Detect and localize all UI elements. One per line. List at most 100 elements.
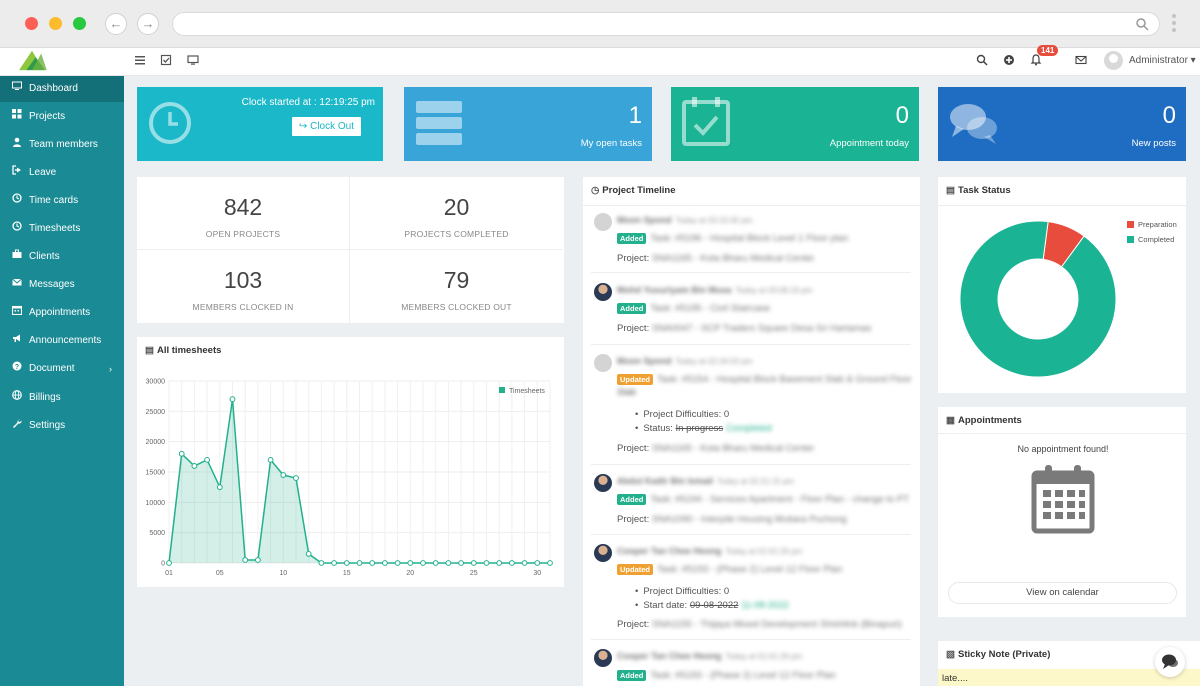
open-tasks-tile[interactable]: 1 My open tasks bbox=[404, 87, 652, 161]
task-link[interactable]: Task: #5195 - Civil Staircase bbox=[650, 303, 771, 314]
sidebar-item-document[interactable]: ? Document › bbox=[0, 356, 124, 382]
sidebar-item-clients[interactable]: Clients bbox=[0, 244, 124, 270]
clock-out-button[interactable]: ↪ Clock Out bbox=[291, 117, 361, 136]
add-circle-icon[interactable] bbox=[1002, 54, 1016, 68]
calendar-icon bbox=[11, 300, 23, 326]
timeline-task: Added Task: #5193 - (Phase 2) Level 12 Fl… bbox=[617, 670, 836, 681]
projects-completed-stat[interactable]: 20 PROJECTS COMPLETED bbox=[350, 177, 563, 250]
chevron-right-icon: › bbox=[109, 364, 112, 374]
notification-badge: 141 bbox=[1037, 45, 1059, 56]
sidebar-item-label: Team members bbox=[29, 139, 98, 150]
data-point bbox=[547, 560, 553, 566]
globe-icon bbox=[11, 385, 23, 411]
task-link[interactable]: Task: #5193 - (Phase 2) Level 12 Floor P… bbox=[650, 670, 836, 681]
timeline-project: Project: SNA1155 - Thijaya Mixed Develop… bbox=[617, 619, 902, 630]
task-link[interactable]: Task: #5154 - Hospital Block Basement Sl… bbox=[657, 374, 912, 385]
sidebar-item-time-cards[interactable]: Time cards bbox=[0, 188, 124, 214]
avatar[interactable] bbox=[1104, 51, 1123, 70]
minimize-window-button[interactable] bbox=[49, 17, 62, 30]
clock-tile: Clock started at : 12:19:25 pm ↪ Clock O… bbox=[137, 87, 383, 161]
sidebar-item-messages[interactable]: Messages bbox=[0, 272, 124, 298]
bell-icon[interactable] bbox=[1029, 54, 1043, 68]
view-on-calendar-button[interactable]: View on calendar bbox=[948, 582, 1177, 604]
data-point bbox=[521, 560, 528, 566]
sidebar: Dashboard Projects Team members Leave Ti… bbox=[0, 76, 124, 686]
timeline-changes: Project Difficulties: 0 Start date: 09-0… bbox=[635, 586, 789, 611]
sidebar-item-projects[interactable]: Projects bbox=[0, 104, 124, 130]
envelope-icon[interactable] bbox=[1074, 54, 1088, 68]
data-point bbox=[445, 560, 452, 566]
open-projects-stat[interactable]: 842 OPEN PROJECTS bbox=[137, 177, 350, 250]
open-tasks-label: My open tasks bbox=[580, 138, 642, 149]
search-icon[interactable] bbox=[975, 54, 989, 68]
appointments-panel: ▦ Appointments No appointment found! View… bbox=[938, 407, 1186, 617]
appointment-today-tile[interactable]: 0 Appointment today bbox=[671, 87, 919, 161]
timeline-entry: Moon Spond Today at 02:34:53 pm Updated Ta… bbox=[591, 354, 912, 464]
grid-icon bbox=[11, 104, 23, 130]
desktop-icon[interactable] bbox=[186, 54, 200, 68]
new-posts-count: 0 bbox=[1162, 102, 1176, 129]
y-tick-label: 20000 bbox=[146, 439, 166, 446]
address-bar[interactable] bbox=[172, 12, 1160, 36]
task-link[interactable]: Task: #5194 - Services Apartment - Floor… bbox=[650, 494, 910, 505]
sidebar-item-timesheets[interactable]: Timesheets bbox=[0, 216, 124, 242]
chat-icon bbox=[1162, 654, 1178, 669]
x-tick-label: 25 bbox=[470, 570, 478, 577]
members-clocked-out-stat[interactable]: 79 MEMBERS CLOCKED OUT bbox=[350, 250, 563, 323]
sidebar-item-appointments[interactable]: Appointments bbox=[0, 300, 124, 326]
project-timeline-panel: ◷ Project Timeline Moon Spond Today at 03:… bbox=[583, 177, 920, 686]
donut-slice-completed[interactable] bbox=[959, 220, 1117, 378]
menu-toggle-icon[interactable] bbox=[133, 54, 147, 68]
task-link[interactable]: Task: #5196 - Hospital Block Level 1 Flo… bbox=[650, 233, 849, 244]
close-window-button[interactable] bbox=[25, 17, 38, 30]
svg-text:?: ? bbox=[15, 364, 19, 371]
user-menu[interactable]: Administrator ▾ bbox=[1129, 55, 1196, 66]
legend-completed[interactable]: Completed bbox=[1127, 235, 1174, 244]
sidebar-item-team-members[interactable]: Team members bbox=[0, 132, 124, 158]
sidebar-item-settings[interactable]: Settings bbox=[0, 413, 124, 439]
monitor-icon bbox=[11, 76, 23, 102]
data-point bbox=[483, 560, 490, 566]
browser-menu-icon[interactable] bbox=[1172, 14, 1176, 34]
sidebar-item-label: Settings bbox=[29, 420, 66, 431]
question-icon: ? bbox=[11, 356, 23, 382]
project-link[interactable]: SNA1165 - Kota Bharu Medical Center bbox=[651, 253, 815, 264]
sidebar-item-dashboard[interactable]: Dashboard bbox=[0, 76, 124, 102]
sign-out-icon bbox=[11, 160, 23, 186]
sidebar-item-leave[interactable]: Leave bbox=[0, 160, 124, 186]
data-point bbox=[496, 560, 503, 566]
project-link[interactable]: SNA1165 - Kota Bharu Medical Center bbox=[651, 443, 815, 454]
briefcase-icon bbox=[11, 244, 23, 270]
data-point bbox=[509, 560, 515, 566]
data-point bbox=[343, 560, 350, 566]
members-clocked-in-stat[interactable]: 103 MEMBERS CLOCKED IN bbox=[137, 250, 350, 323]
chat-button[interactable] bbox=[1155, 647, 1185, 677]
clock-icon bbox=[149, 102, 191, 144]
clock-out-label: Clock Out bbox=[310, 121, 354, 132]
checkbox-icon[interactable] bbox=[159, 54, 173, 68]
project-link[interactable]: SNA1155 - Thijaya Mixed Development Shis… bbox=[651, 619, 902, 630]
task-status-panel: ▤ Task Status Preparation Completed bbox=[938, 177, 1186, 393]
avatar bbox=[594, 354, 612, 372]
sidebar-item-billings[interactable]: Billings bbox=[0, 385, 124, 411]
added-badge: Added bbox=[617, 233, 647, 244]
new-posts-tile[interactable]: 0 New posts bbox=[938, 87, 1186, 161]
back-button[interactable]: ← bbox=[105, 13, 127, 35]
sign-out-icon: ↪ bbox=[298, 121, 311, 132]
data-point bbox=[394, 560, 401, 566]
project-link[interactable]: SNA0047 - SCP Traders Square Desa Sri Ha… bbox=[651, 323, 872, 334]
project-link[interactable]: SNA1090 - Interpile Housing Mutiara Puch… bbox=[651, 514, 847, 525]
maximize-window-button[interactable] bbox=[73, 17, 86, 30]
timeline-author: Cooper Tan Chee Heong Today at 01:01:26 p… bbox=[617, 546, 803, 556]
timeline-task: Added Task: #5196 - Hospital Block Level … bbox=[617, 233, 848, 244]
task-link[interactable]: Task: #5193 - (Phase 2) Level 12 Floor P… bbox=[657, 564, 843, 575]
sticky-note-textarea[interactable]: late.... bbox=[938, 669, 1200, 686]
open-projects-label: OPEN PROJECTS bbox=[205, 229, 281, 239]
forward-button[interactable]: → bbox=[137, 13, 159, 35]
timeline-entry: Mohd Yusuriyam Bin Musa Today at 03:08:19… bbox=[591, 283, 903, 343]
legend-label: Timesheets bbox=[509, 388, 545, 395]
data-point bbox=[534, 560, 541, 566]
legend-preparation[interactable]: Preparation bbox=[1127, 220, 1177, 229]
sidebar-item-announcements[interactable]: Announcements bbox=[0, 328, 124, 354]
timesheets-chart: 30000 25000 20000 15000 10000 5000 001 05 10 15 20… bbox=[146, 379, 553, 577]
